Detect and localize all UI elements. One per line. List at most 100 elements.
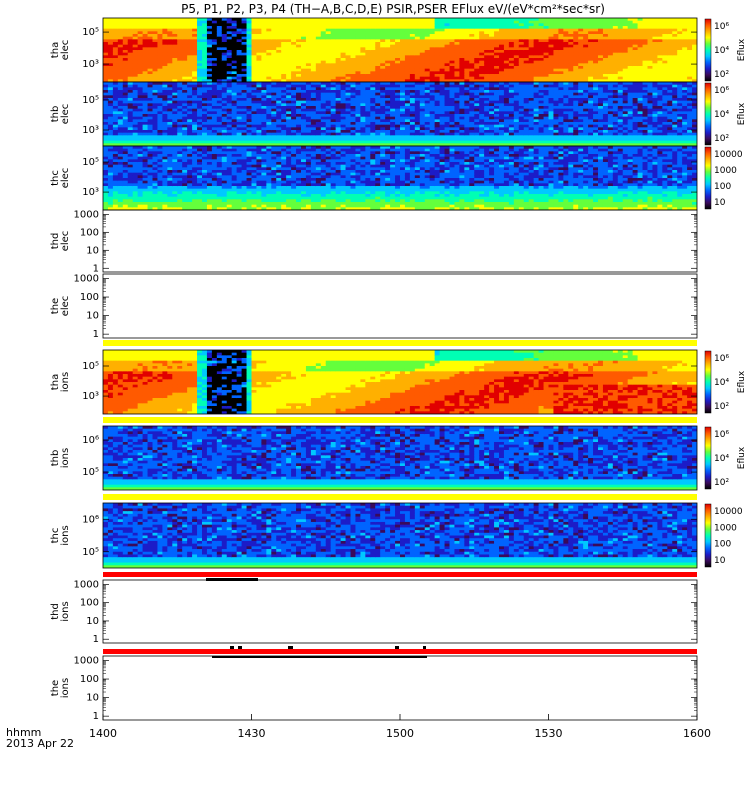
y-tick-label: 10⁵ <box>82 27 99 38</box>
colorbar-tick: 10⁶ <box>714 86 729 96</box>
y-axis-thd-ions: 1000 100 10 1 <box>74 579 697 645</box>
x-label-date: 2013 Apr 22 <box>6 737 74 750</box>
x-tick-label: 1530 <box>535 727 563 740</box>
heatmap-cells-tha-ions <box>103 350 697 414</box>
status-band <box>103 417 697 423</box>
y-tick-label: 100 <box>80 292 99 303</box>
y-tick-label: 100 <box>80 227 99 238</box>
y-tick-label: 100 <box>80 598 99 609</box>
y-tick-label: 1000 <box>74 655 99 666</box>
panels-group: 10⁶ 10⁴ 10² Eflux 10⁵ 10³ tha elec 10⁶ 10⁴ 10² Eflu… <box>50 17 747 722</box>
colorbar-label: Eflux <box>737 446 747 469</box>
status-mark <box>423 646 426 649</box>
colorbar-tick: 10⁴ <box>714 378 729 388</box>
colorbar-tick: 10² <box>714 402 729 412</box>
colorbar-tick: 10 <box>714 198 726 208</box>
x-label-hhmm: hhmm <box>6 726 41 739</box>
heatmap-cells-tha-elec <box>103 18 697 82</box>
y-axis-tha-elec: 10⁵ 10³ <box>82 27 697 70</box>
panel-tha-ions: 10⁶ 10⁴ 10² Eflux 10⁵ 10³ tha ions <box>50 349 747 415</box>
panel-label-thd-ions: thd ions <box>50 601 71 621</box>
y-tick-label: 10⁵ <box>82 95 99 106</box>
panel-frame <box>102 502 698 569</box>
colorbar-label: Eflux <box>737 38 747 61</box>
x-tick-label: 1500 <box>386 727 414 740</box>
panel-label-thd-elec: thd elec <box>50 231 71 252</box>
colorbar-thb-ions: 10⁶ 10⁴ 10² Eflux <box>704 426 747 490</box>
y-axis-thc-ions: 10⁶ 10⁵ <box>82 514 697 558</box>
colorbar-label: Eflux <box>737 102 747 125</box>
colorbar-tick: 10² <box>714 70 729 80</box>
x-tick-label: 1400 <box>89 727 117 740</box>
y-tick-label: 10³ <box>82 187 99 198</box>
panel-the-elec: 1000 100 10 1 the elec <box>50 273 698 340</box>
y-axis-thc-elec: 10⁵ 10³ <box>82 157 697 198</box>
status-mark <box>288 646 293 649</box>
y-tick-label: 10³ <box>82 59 99 70</box>
panel-frame <box>102 579 698 644</box>
y-axis-the-elec: 1000 100 10 1 <box>74 273 697 340</box>
y-tick-label: 10 <box>86 245 99 256</box>
y-axis-the-ions: 1000 100 10 1 <box>74 655 697 722</box>
y-axis-thb-ions: 10⁶ 10⁵ <box>82 435 697 478</box>
y-tick-label: 1 <box>93 634 99 645</box>
status-mark <box>212 656 427 658</box>
y-tick-label: 10⁶ <box>82 435 99 446</box>
heatmap-cells-thc-elec <box>103 146 697 210</box>
colorbar-tick: 10⁴ <box>714 454 729 464</box>
colorbar-tick: 10000 <box>714 507 743 517</box>
panel-frame <box>102 209 698 273</box>
y-tick-label: 10⁵ <box>82 467 99 478</box>
status-mark <box>206 578 258 581</box>
panel-label-thc-ions: thc ions <box>50 525 71 545</box>
status-mark <box>395 646 399 649</box>
panel-frame <box>102 349 698 415</box>
y-tick-label: 10⁵ <box>82 547 99 558</box>
y-tick-label: 1 <box>93 263 99 274</box>
colorbar-tick: 10² <box>714 134 729 144</box>
y-tick-label: 10⁵ <box>82 157 99 168</box>
y-tick-label: 1000 <box>74 209 99 220</box>
panel-label-thc-elec: thc elec <box>50 168 71 189</box>
panel-frame <box>102 273 698 339</box>
panel-label-thb-elec: thb elec <box>50 104 71 125</box>
y-tick-label: 1 <box>93 711 99 722</box>
colorbar-tick: 100 <box>714 540 731 550</box>
colorbar-tick: 10² <box>714 478 729 488</box>
y-axis-thd-elec: 1000 100 10 1 <box>74 209 697 274</box>
panel-tha-elec: 10⁶ 10⁴ 10² Eflux 10⁵ 10³ tha elec <box>50 17 747 83</box>
panel-label-tha-ions: tha ions <box>50 372 71 392</box>
colorbar-tha-elec: 10⁶ 10⁴ 10² Eflux <box>704 18 747 82</box>
colorbar-tha-ions: 10⁶ 10⁴ 10² Eflux <box>704 350 747 414</box>
panel-frame <box>102 655 698 721</box>
panel-frame <box>102 425 698 491</box>
colorbar-tick: 10⁶ <box>714 22 729 32</box>
colorbar-tick: 1000 <box>714 523 737 533</box>
status-band <box>103 340 697 346</box>
svg-text:tha: tha <box>50 42 61 58</box>
panel-thd-elec: 1000 100 10 1 thd elec <box>50 209 698 274</box>
panel-label-thb-ions: thb ions <box>50 448 71 468</box>
colorbar-tick: 10⁶ <box>714 354 729 364</box>
status-band <box>103 649 697 654</box>
heatmap-cells-thb-ions <box>103 426 697 490</box>
y-tick-label: 1000 <box>74 579 99 590</box>
status-mark <box>230 646 234 649</box>
y-tick-label: 1 <box>93 329 99 340</box>
colorbar-tick: 10000 <box>714 150 743 160</box>
panel-thc-ions: 10000 1000 100 10 10⁶ 10⁵ thc ions <box>50 502 743 569</box>
status-mark <box>238 646 242 649</box>
panel-thb-elec: 10⁶ 10⁴ 10² Eflux 10⁵ 10³ thb elec <box>50 81 747 147</box>
colorbar-thb-elec: 10⁶ 10⁴ 10² Eflux <box>704 82 747 146</box>
colorbar-tick: 10⁴ <box>714 46 729 56</box>
y-tick-label: 10³ <box>82 391 99 402</box>
heatmap-cells-thb-elec <box>103 82 697 146</box>
colorbar-thc-ions: 10000 1000 100 10 <box>704 503 743 568</box>
colorbar-tick: 10 <box>714 556 726 566</box>
y-axis-tha-ions: 10⁵ 10³ <box>82 361 697 402</box>
panel-thc-elec: 10000 1000 100 10 10⁵ 10³ thc elec <box>50 145 743 211</box>
panel-label-the-elec: the elec <box>50 296 71 317</box>
y-tick-label: 10 <box>86 311 99 322</box>
colorbar-thc-elec: 10000 1000 100 10 <box>704 146 743 210</box>
